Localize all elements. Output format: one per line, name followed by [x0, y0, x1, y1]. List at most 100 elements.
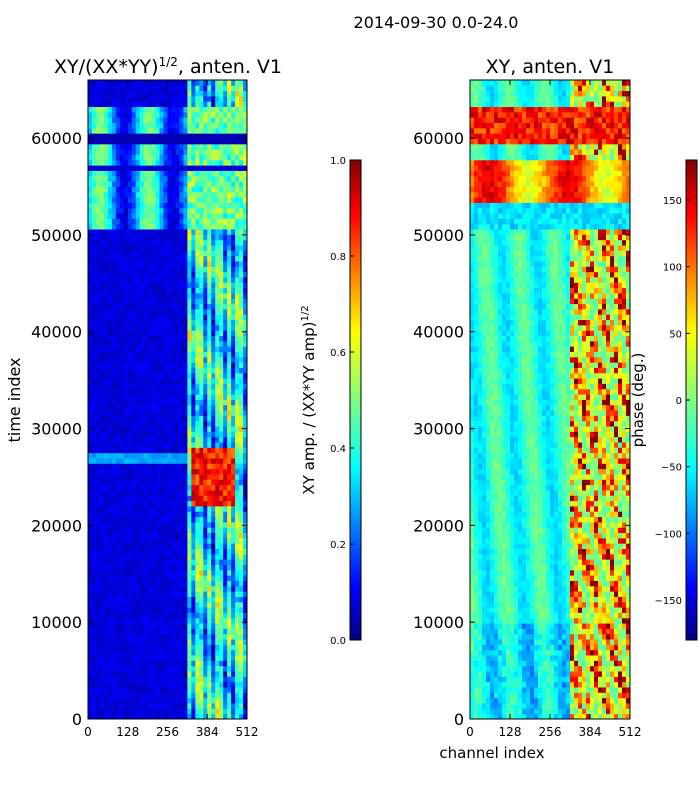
heatmap-cell	[227, 95, 232, 102]
heatmap-cell	[219, 261, 224, 267]
heatmap-cell	[231, 229, 236, 235]
heatmap-cell	[107, 239, 113, 246]
heatmap-cell	[167, 479, 172, 486]
heatmap-cell	[219, 521, 224, 528]
heatmap-cell	[223, 420, 228, 427]
heatmap-cell	[187, 143, 192, 150]
heatmap-cell	[179, 266, 184, 273]
heatmap-cell	[223, 399, 228, 406]
heatmap-cell	[155, 95, 160, 102]
heatmap-cell	[123, 708, 129, 715]
heatmap-cell	[187, 527, 192, 534]
heatmap-cell	[239, 521, 244, 528]
heatmap-cell	[223, 468, 228, 475]
heatmap-cell	[183, 191, 188, 198]
heatmap-cell	[215, 543, 220, 549]
heatmap-cell	[227, 468, 232, 475]
heatmap-cell	[131, 383, 137, 390]
heatmap-cell	[187, 191, 192, 198]
heatmap-cell	[159, 298, 164, 305]
heatmap-cell	[151, 415, 156, 422]
heatmap-cell	[219, 463, 224, 470]
heatmap-cell	[175, 521, 180, 528]
heatmap-cell	[103, 521, 109, 528]
heatmap-cell	[88, 186, 93, 193]
heatmap-cell	[88, 245, 93, 251]
heatmap-cell	[207, 138, 212, 145]
heatmap-cell	[183, 628, 188, 635]
heatmap-cell	[103, 149, 109, 155]
heatmap-cell	[219, 596, 224, 603]
heatmap-cell	[95, 245, 101, 251]
heatmap-cell	[223, 202, 228, 209]
heatmap-cell	[199, 463, 204, 470]
heatmap-cell	[191, 516, 196, 523]
heatmap-cell	[522, 697, 527, 704]
heatmap-cell	[123, 245, 129, 251]
heatmap-cell	[159, 569, 164, 576]
heatmap-cell	[143, 101, 149, 108]
heatmap-cell	[203, 591, 208, 597]
heatmap-cell	[88, 308, 93, 315]
heatmap-cell	[95, 585, 101, 592]
heatmap-cell	[207, 585, 212, 592]
heatmap-cell	[147, 149, 153, 155]
heatmap-cell	[227, 527, 232, 534]
heatmap-cell	[111, 165, 117, 171]
heatmap-cell	[139, 692, 145, 699]
heatmap-cell	[127, 234, 133, 241]
heatmap-cell	[175, 431, 180, 438]
heatmap-cell	[227, 388, 232, 395]
heatmap-cell	[179, 548, 184, 555]
heatmap-cell	[195, 644, 200, 651]
heatmap-cell	[171, 660, 176, 667]
heatmap-cell	[131, 170, 137, 177]
heatmap-cell	[111, 170, 117, 177]
heatmap-cell	[223, 601, 228, 608]
heatmap-cell	[502, 713, 507, 719]
heatmap-cell	[91, 207, 97, 214]
heatmap-cell	[243, 223, 247, 230]
heatmap-cell	[235, 319, 240, 326]
heatmap-cell	[191, 633, 196, 640]
heatmap-cell	[123, 101, 129, 108]
heatmap-cell	[191, 181, 196, 187]
heatmap-cell	[582, 713, 587, 719]
heatmap-cell	[211, 623, 216, 629]
heatmap-cell	[183, 159, 188, 166]
heatmap-cell	[91, 660, 97, 667]
heatmap-cell	[135, 500, 141, 507]
heatmap-cell	[215, 133, 220, 139]
heatmap-cell	[151, 703, 156, 709]
heatmap-cell	[103, 346, 109, 352]
heatmap-cell	[123, 159, 129, 166]
heatmap-cell	[119, 383, 125, 390]
heatmap-cell	[231, 101, 236, 108]
heatmap-cell	[227, 399, 232, 406]
heatmap-cell	[239, 207, 244, 214]
heatmap-cell	[211, 655, 216, 661]
heatmap-cell	[123, 330, 129, 337]
heatmap-cell	[135, 202, 141, 209]
heatmap-cell	[111, 548, 117, 555]
heatmap-cell	[167, 633, 172, 640]
heatmap-cell	[99, 127, 105, 134]
heatmap-cell	[223, 500, 228, 507]
heatmap-cell	[227, 442, 232, 448]
heatmap-cell	[163, 580, 168, 587]
heatmap-cell	[135, 612, 141, 619]
heatmap-cell	[127, 474, 133, 480]
heatmap-cell	[231, 245, 236, 251]
heatmap-cell	[135, 356, 141, 363]
heatmap-cell	[143, 596, 149, 603]
heatmap-cell	[199, 356, 204, 363]
heatmap-cell	[155, 133, 160, 139]
heatmap-cell	[115, 527, 121, 534]
heatmap-cell	[215, 362, 220, 368]
heatmap-cell	[139, 330, 145, 337]
heatmap-cell	[131, 426, 137, 432]
heatmap-cell	[518, 713, 523, 719]
heatmap-cell	[211, 490, 216, 496]
heatmap-cell	[175, 559, 180, 565]
heatmap-cell	[163, 303, 168, 310]
